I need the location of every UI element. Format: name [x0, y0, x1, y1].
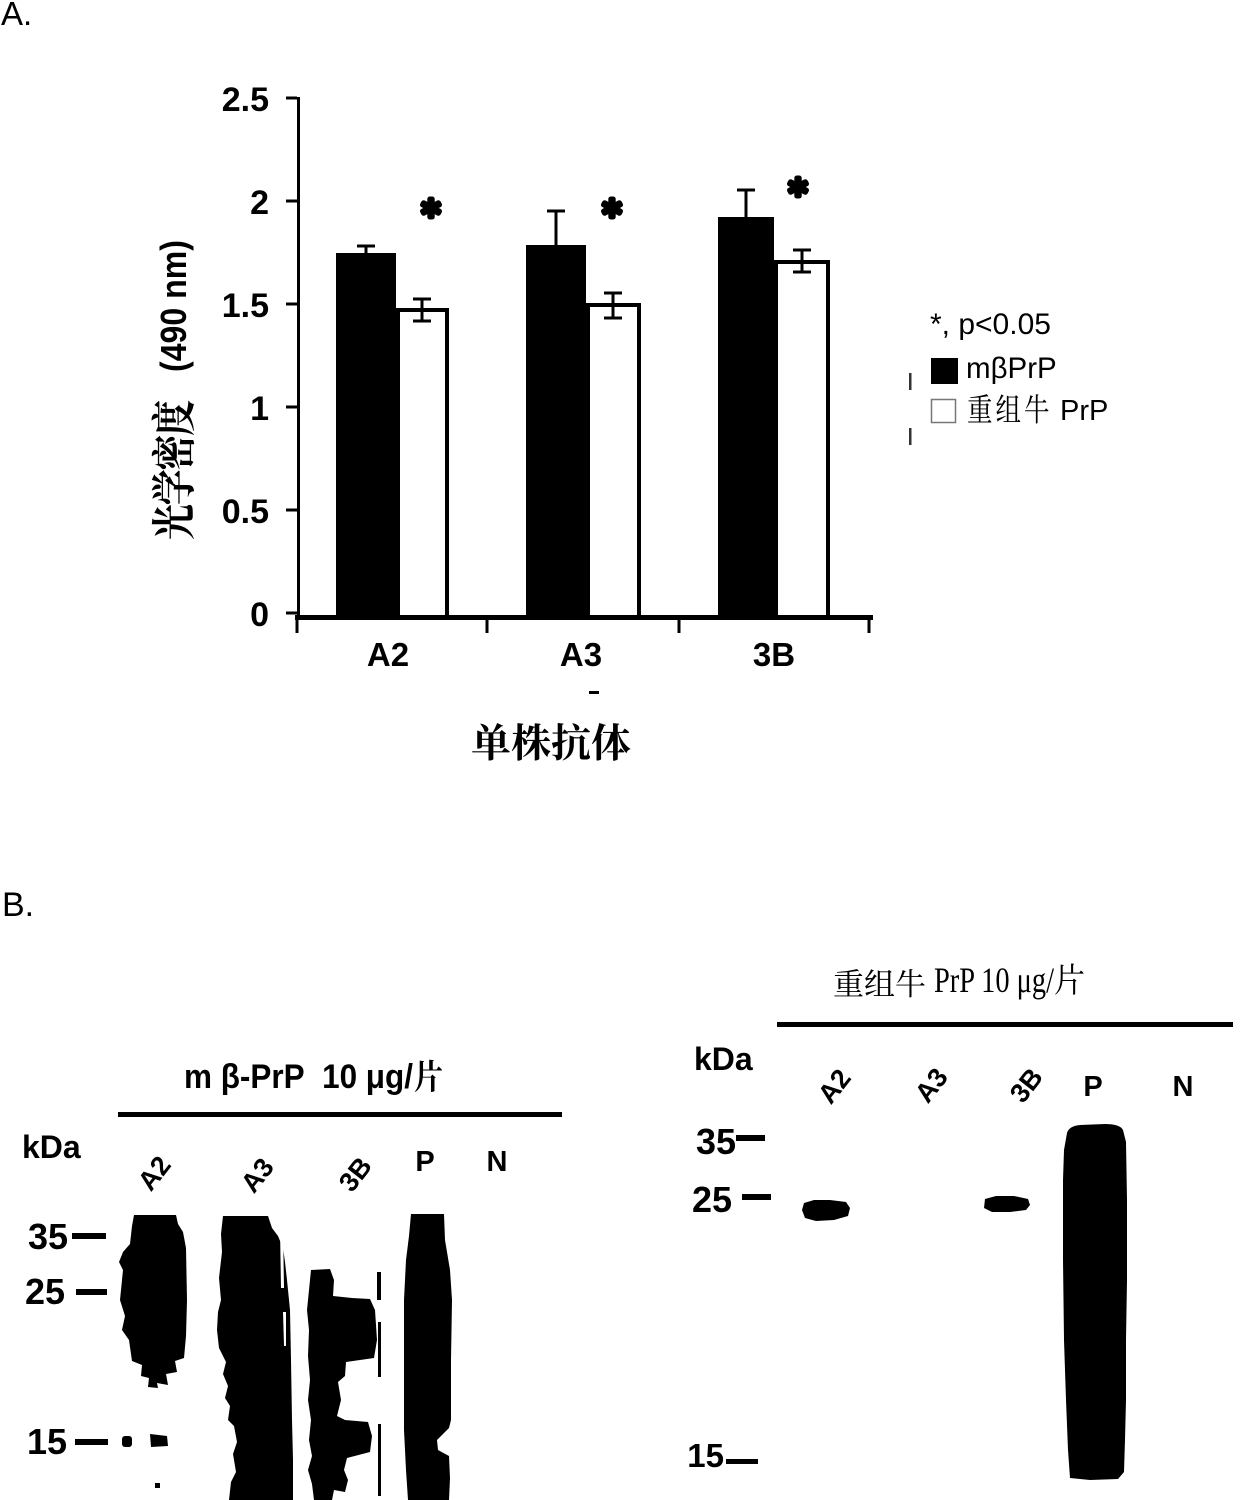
- svg-text:1: 1: [250, 390, 269, 428]
- svg-text:35: 35: [28, 1216, 68, 1257]
- svg-text:3B: 3B: [333, 1151, 378, 1197]
- svg-text:2: 2: [250, 184, 269, 222]
- svg-text:A3: A3: [560, 636, 602, 673]
- svg-text:m β-PrP 10 μg/: m β-PrP 10 μg/: [184, 1058, 414, 1096]
- svg-text:P: P: [1083, 1071, 1102, 1103]
- svg-text:1.5: 1.5: [222, 287, 269, 325]
- svg-text:mβPrP: mβPrP: [966, 352, 1057, 385]
- svg-text:kDa: kDa: [694, 1041, 753, 1077]
- svg-text:35: 35: [696, 1121, 736, 1162]
- svg-text:15: 15: [27, 1421, 67, 1462]
- svg-text:3B: 3B: [1004, 1062, 1049, 1108]
- svg-text:A2: A2: [367, 636, 409, 673]
- svg-text:*, p<0.05: *, p<0.05: [930, 308, 1051, 341]
- svg-text:(490 nm): (490 nm): [153, 240, 194, 372]
- svg-text:A3: A3: [235, 1152, 280, 1198]
- svg-text:A3: A3: [909, 1062, 954, 1108]
- svg-text:P: P: [415, 1146, 434, 1178]
- svg-text:A2: A2: [132, 1150, 177, 1196]
- svg-text:25: 25: [692, 1179, 732, 1220]
- svg-text:B.: B.: [2, 886, 34, 924]
- svg-text:A.: A.: [1, 0, 32, 32]
- svg-text:15: 15: [687, 1437, 724, 1474]
- svg-text:25: 25: [25, 1271, 65, 1312]
- svg-text:0: 0: [250, 596, 269, 634]
- svg-text:N: N: [487, 1146, 508, 1178]
- svg-text:A2: A2: [812, 1063, 857, 1109]
- svg-text:0.5: 0.5: [222, 493, 269, 531]
- svg-text:3B: 3B: [753, 636, 795, 673]
- svg-text:N: N: [1173, 1071, 1194, 1103]
- svg-text:kDa: kDa: [22, 1129, 81, 1165]
- svg-text:PrP: PrP: [1060, 395, 1108, 427]
- svg-text:2.5: 2.5: [222, 81, 269, 119]
- svg-text:PrP 10 μg/: PrP 10 μg/: [934, 960, 1054, 1000]
